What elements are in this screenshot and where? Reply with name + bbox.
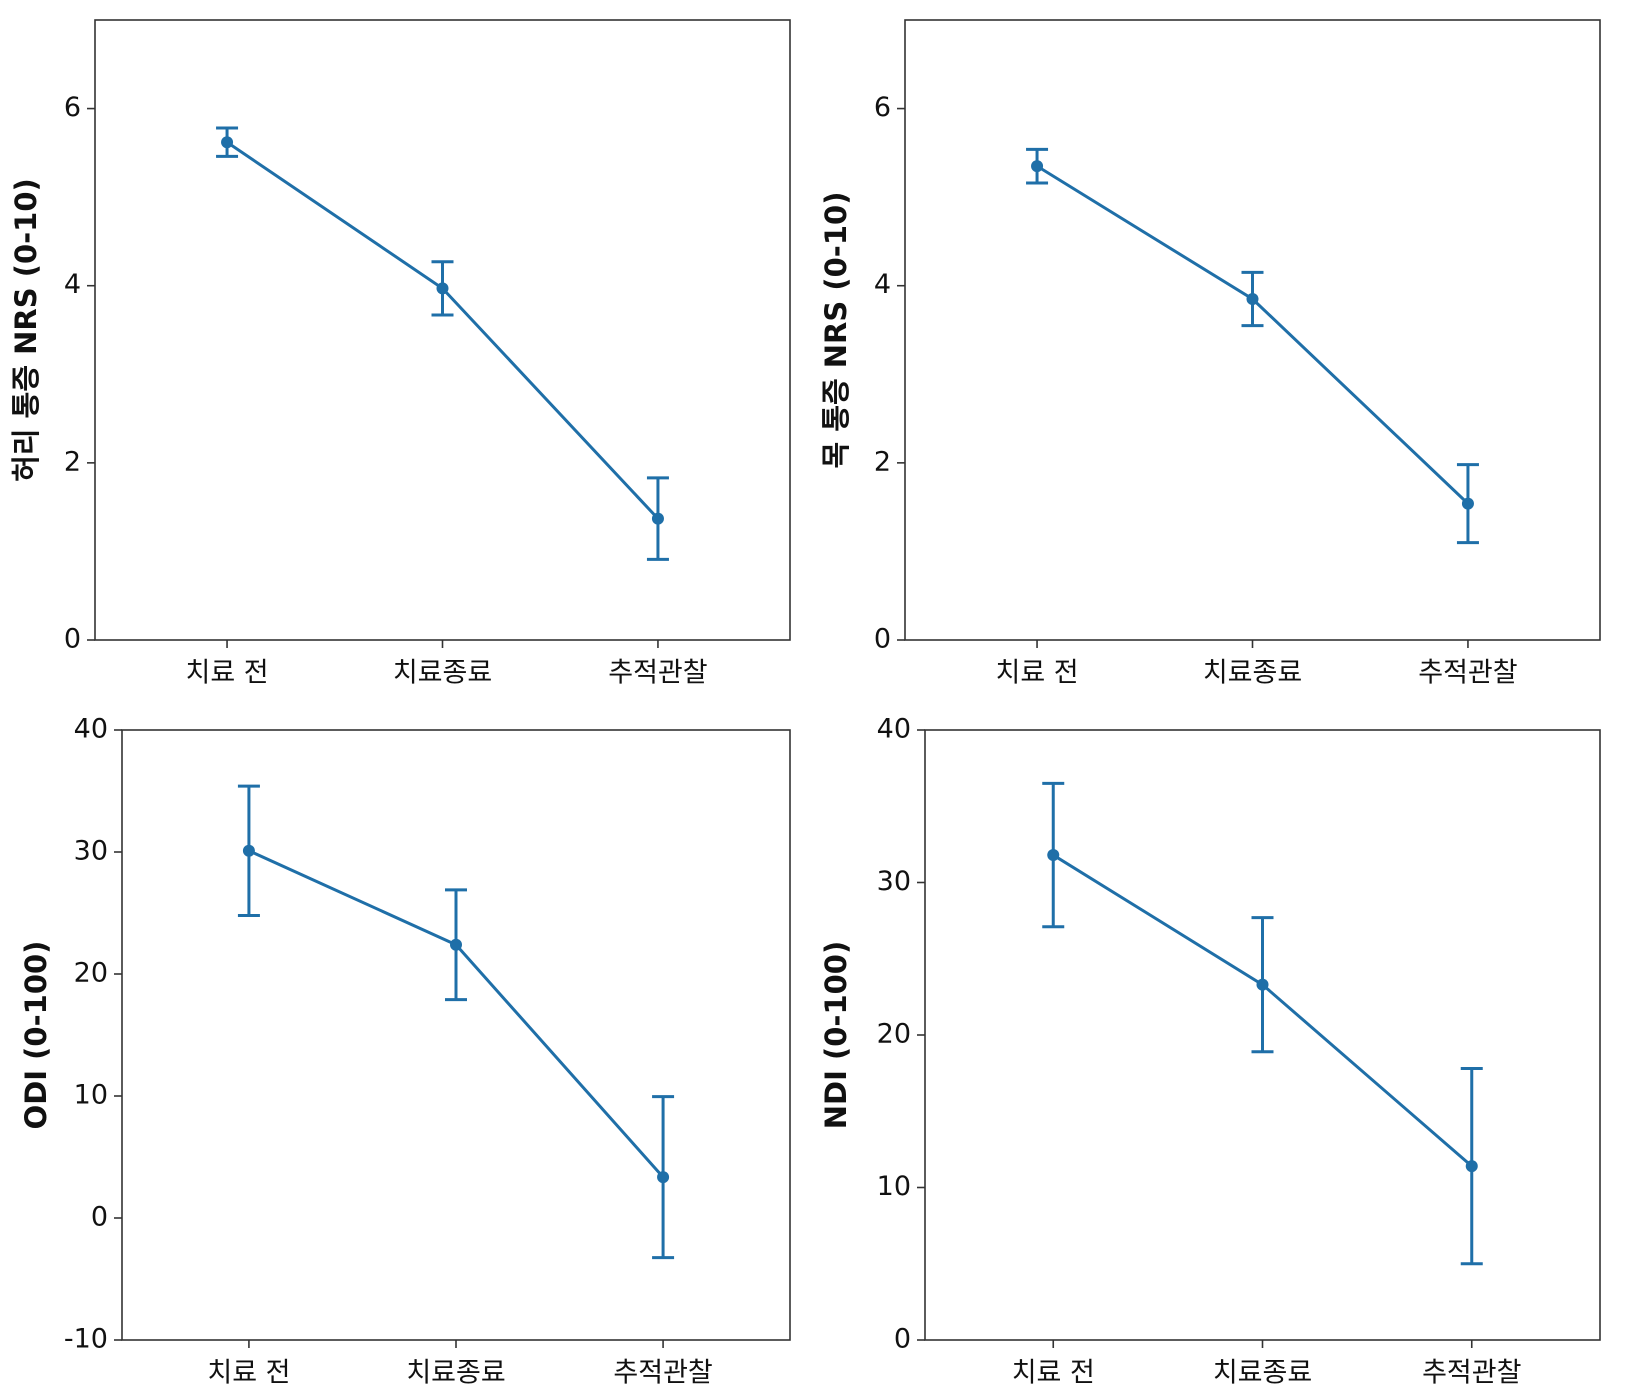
y-tick-label: 0 bbox=[874, 624, 891, 655]
y-tick-label: 30 bbox=[74, 836, 108, 867]
data-point bbox=[1465, 1160, 1478, 1173]
y-tick-label: 40 bbox=[877, 714, 911, 745]
y-axis-label: 허리 통증 NRS (0-10) bbox=[9, 178, 43, 482]
plot-frame bbox=[121, 729, 791, 1341]
data-point bbox=[651, 512, 664, 525]
x-tick-label: 치료종료 bbox=[1213, 1358, 1312, 1387]
y-tick-label: 40 bbox=[74, 714, 108, 745]
y-tick-label: 4 bbox=[64, 269, 81, 300]
y-tick-label: 30 bbox=[877, 866, 911, 897]
y-tick-label: 6 bbox=[64, 92, 81, 123]
data-point bbox=[242, 844, 255, 857]
x-tick-label: 치료 전 bbox=[1012, 1358, 1095, 1387]
y-tick-label: 20 bbox=[877, 1019, 911, 1050]
data-point bbox=[1031, 160, 1044, 173]
x-tick-label: 추적관찰 bbox=[608, 658, 707, 689]
plot-frame bbox=[904, 19, 1601, 641]
x-tick-label: 치료종료 bbox=[1203, 658, 1302, 689]
y-axis-label: 목 통증 NRS (0-10) bbox=[819, 192, 853, 469]
y-tick-label: 10 bbox=[74, 1080, 108, 1111]
y-axis-label: ODI (0-100) bbox=[19, 941, 53, 1130]
data-point bbox=[1256, 978, 1269, 991]
x-tick-label: 치료종료 bbox=[393, 658, 492, 689]
y-axis-label: NDI (0-100) bbox=[819, 941, 853, 1130]
data-point bbox=[221, 136, 234, 149]
x-tick-label: 추적관찰 bbox=[1422, 1358, 1521, 1387]
data-line bbox=[1036, 164, 1469, 505]
x-tick-label: 치료종료 bbox=[406, 1358, 505, 1387]
x-tick-label: 치료 전 bbox=[185, 658, 268, 689]
y-tick-label: 0 bbox=[64, 624, 81, 655]
x-tick-label: 치료 전 bbox=[207, 1358, 290, 1387]
y-tick-label: 20 bbox=[74, 958, 108, 989]
data-point bbox=[1047, 849, 1060, 862]
y-tick-label: 0 bbox=[894, 1324, 911, 1355]
data-line bbox=[226, 140, 660, 520]
plot-frame bbox=[94, 19, 791, 641]
data-point bbox=[450, 938, 462, 951]
y-tick-label: 6 bbox=[874, 92, 891, 123]
data-point bbox=[436, 282, 449, 295]
y-tick-label: 10 bbox=[877, 1171, 911, 1202]
data-point bbox=[657, 1171, 670, 1184]
y-tick-label: 2 bbox=[874, 446, 891, 477]
data-point bbox=[1246, 293, 1259, 305]
y-tick-label: 0 bbox=[91, 1202, 108, 1233]
y-tick-label: 4 bbox=[874, 269, 891, 300]
data-point bbox=[1461, 497, 1474, 510]
x-tick-label: 추적관찰 bbox=[613, 1358, 712, 1387]
y-tick-label: 2 bbox=[64, 446, 81, 477]
x-tick-label: 추적관찰 bbox=[1418, 658, 1517, 689]
y-tick-label: -10 bbox=[64, 1324, 108, 1355]
x-tick-label: 치료 전 bbox=[995, 658, 1078, 689]
